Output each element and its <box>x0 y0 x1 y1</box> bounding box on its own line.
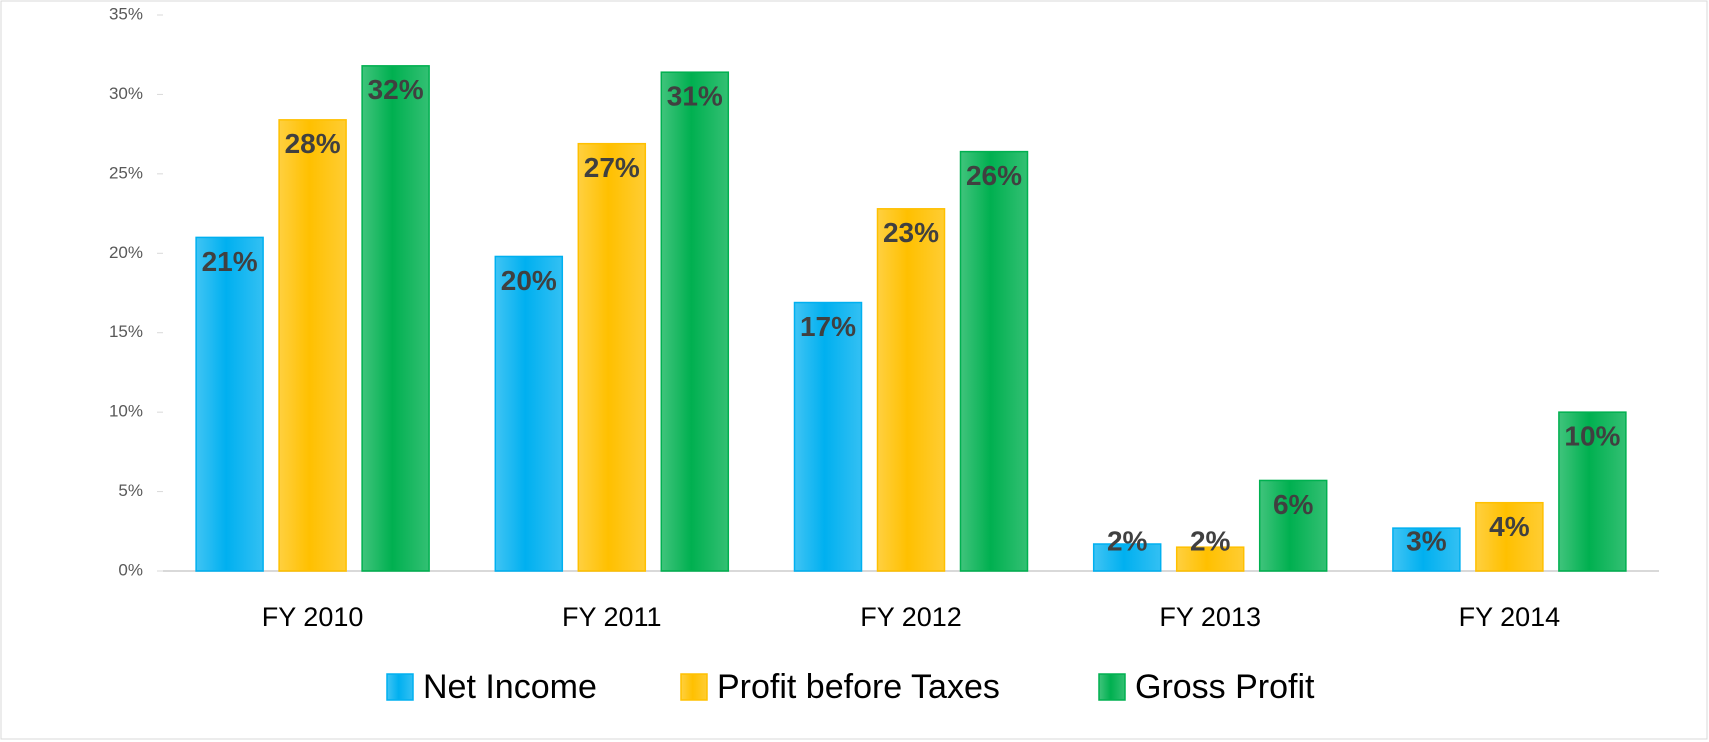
bar <box>361 65 430 572</box>
data-label: 20% <box>501 265 557 296</box>
data-label: 21% <box>202 246 258 277</box>
y-tick-label: 10% <box>109 402 143 421</box>
legend-marker <box>680 673 708 701</box>
y-tick-label: 20% <box>109 243 143 262</box>
x-tick-label: FY 2012 <box>860 602 962 632</box>
bar <box>1475 501 1544 572</box>
data-label: 27% <box>584 152 640 183</box>
bar <box>494 255 564 572</box>
legend-label: Profit before Taxes <box>717 668 1000 706</box>
y-tick-label: 35% <box>109 4 143 23</box>
bar <box>1258 479 1328 572</box>
data-label: 28% <box>285 128 341 159</box>
y-tick-label: 30% <box>109 84 143 103</box>
y-tick-label: 25% <box>109 163 143 182</box>
data-label: 31% <box>667 81 723 112</box>
x-tick-label: FY 2013 <box>1159 602 1261 632</box>
x-tick-label: FY 2011 <box>562 602 662 632</box>
y-tick-label: 5% <box>118 481 143 500</box>
bar <box>1558 411 1627 572</box>
bar <box>793 301 863 572</box>
data-label: 4% <box>1489 511 1530 542</box>
legend-marker <box>386 673 414 701</box>
data-label: 6% <box>1273 489 1314 520</box>
data-label: 32% <box>368 74 424 105</box>
data-label: 17% <box>800 311 856 342</box>
bar <box>876 208 946 572</box>
data-label: 10% <box>1564 421 1620 452</box>
y-tick-label: 15% <box>109 322 143 341</box>
bar <box>660 71 730 572</box>
legend-marker <box>1098 673 1126 701</box>
bar <box>959 150 1029 572</box>
x-tick-label: FY 2010 <box>262 602 364 632</box>
y-tick-label: 0% <box>118 560 143 579</box>
data-label: 3% <box>1406 525 1447 556</box>
legend-label: Net Income <box>423 668 597 706</box>
bar <box>1092 543 1162 572</box>
data-label: 23% <box>883 217 939 248</box>
bar <box>577 142 647 572</box>
bar <box>1392 527 1461 572</box>
bar <box>1175 546 1245 572</box>
data-label: 2% <box>1107 525 1148 556</box>
bar <box>195 236 264 572</box>
data-label: 2% <box>1190 525 1231 556</box>
x-tick-label: FY 2014 <box>1459 602 1561 632</box>
bar <box>278 119 347 572</box>
legend-label: Gross Profit <box>1135 668 1315 706</box>
data-label: 26% <box>966 160 1022 191</box>
